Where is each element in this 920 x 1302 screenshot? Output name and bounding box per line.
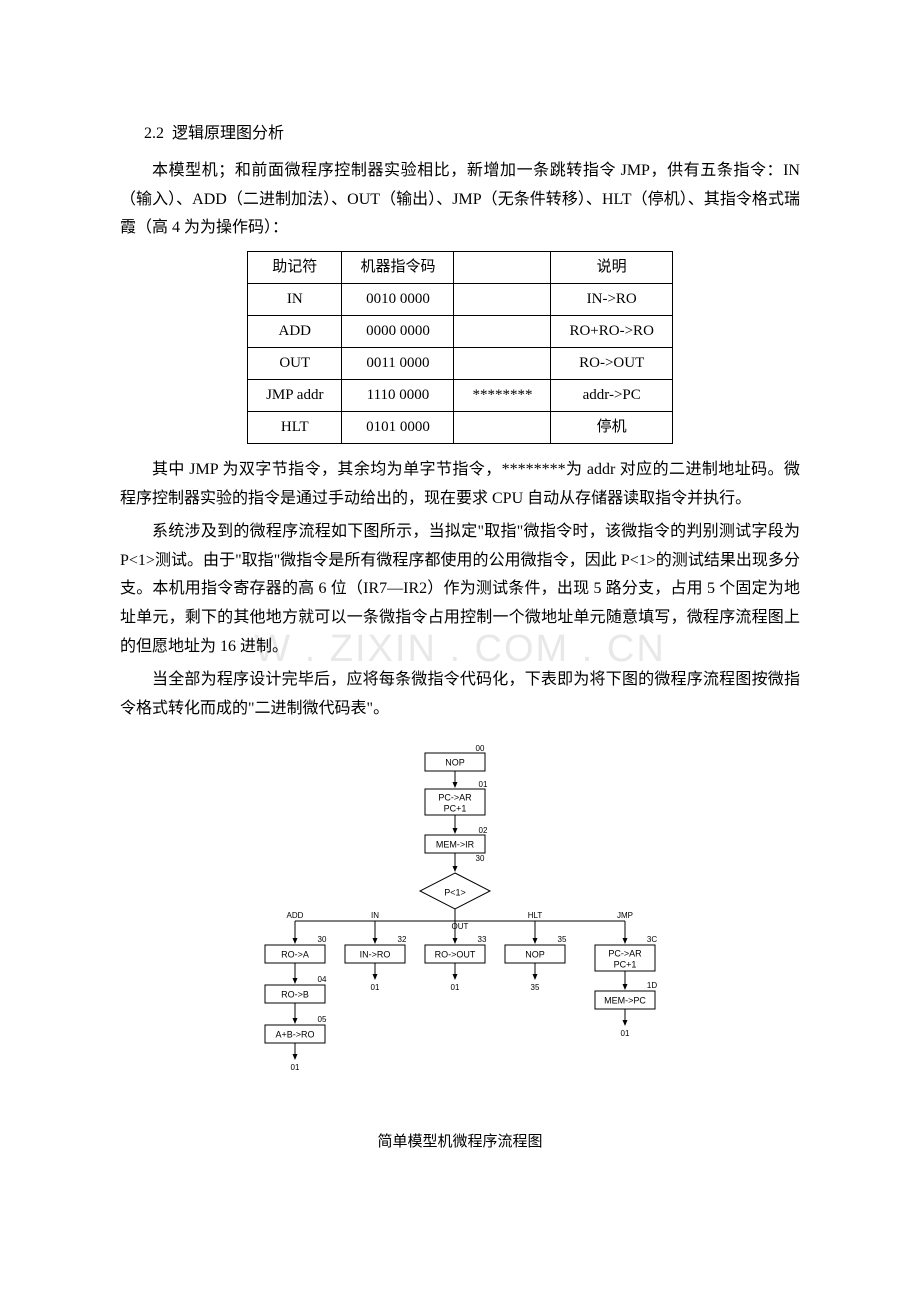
addr-label: 35: [558, 935, 567, 944]
paragraph-1: 本模型机；和前面微程序控制器实验相比，新增加一条跳转指令 JMP，供有五条指令：…: [120, 157, 800, 243]
table-cell: [454, 348, 551, 380]
branch-label: HLT: [528, 911, 543, 920]
branch-label: ADD: [287, 911, 304, 920]
table-row: ADD0000 0000 RO+RO->RO: [248, 316, 673, 348]
flow-text: PC+1: [614, 960, 637, 970]
instruction-table: 助记符 机器指令码 说明 IN0010 0000IN->ROADD0000 00…: [247, 251, 673, 444]
table-cell: 0101 0000: [342, 412, 454, 444]
table-cell: 1110 0000: [342, 380, 454, 412]
section-heading: 2.2 逻辑原理图分析: [120, 120, 800, 149]
table-cell: ********: [454, 380, 551, 412]
addr-label: 33: [478, 935, 487, 944]
table-row: JMP addr1110 0000********addr->PC: [248, 380, 673, 412]
addr-label: 01: [479, 780, 488, 789]
table-cell: [454, 284, 551, 316]
branch-label: OUT: [452, 922, 469, 931]
paragraph-4: 当全部为程序设计完毕后，应将每条微指令代码化，下表即为将下图的微程序流程图按微指…: [120, 666, 800, 724]
flowchart-caption: 简单模型机微程序流程图: [120, 1129, 800, 1156]
table-cell: addr->PC: [551, 380, 672, 412]
end-label: 01: [371, 983, 380, 992]
document-content: 2.2 逻辑原理图分析 本模型机；和前面微程序控制器实验相比，新增加一条跳转指令…: [120, 120, 800, 1156]
addr-label: 05: [318, 1015, 327, 1024]
table-header-row: 助记符 机器指令码 说明: [248, 252, 673, 284]
end-label: 35: [531, 983, 540, 992]
table-header: [454, 252, 551, 284]
flow-text: NOP: [445, 758, 465, 768]
end-label: 01: [621, 1029, 630, 1038]
section-title-text: 逻辑原理图分析: [172, 125, 284, 142]
table-header: 助记符: [248, 252, 342, 284]
addr-label: 3C: [647, 935, 657, 944]
flow-text: P<1>: [444, 888, 466, 898]
addr-label: 1D: [647, 981, 657, 990]
paragraph-2: 其中 JMP 为双字节指令，其余均为单字节指令，********为 addr 对…: [120, 456, 800, 514]
table-cell: HLT: [248, 412, 342, 444]
addr-label: 32: [398, 935, 407, 944]
table-cell: RO->OUT: [551, 348, 672, 380]
table-row: HLT0101 0000 停机: [248, 412, 673, 444]
flow-text: A+B->RO: [275, 1030, 314, 1040]
table-cell: JMP addr: [248, 380, 342, 412]
addr-label: 00: [476, 744, 485, 753]
table-cell: OUT: [248, 348, 342, 380]
table-cell: 0011 0000: [342, 348, 454, 380]
table-cell: 停机: [551, 412, 672, 444]
table-cell: IN: [248, 284, 342, 316]
flow-text: MEM->PC: [604, 996, 646, 1006]
table-header: 说明: [551, 252, 672, 284]
end-label: 01: [451, 983, 460, 992]
table-cell: ADD: [248, 316, 342, 348]
end-label: 01: [291, 1063, 300, 1072]
addr-label: 04: [318, 975, 327, 984]
table-row: OUT0011 0000 RO->OUT: [248, 348, 673, 380]
addr-label: 30: [318, 935, 327, 944]
flow-text: PC->AR: [608, 949, 642, 959]
table-cell: IN->RO: [551, 284, 672, 316]
paragraph-3: 系统涉及到的微程序流程如下图所示，当拟定"取指"微指令时，该微指令的判别测试字段…: [120, 518, 800, 662]
addr-label: 02: [479, 826, 488, 835]
table-cell: RO+RO->RO: [551, 316, 672, 348]
branch-label: JMP: [617, 911, 633, 920]
flow-text: RO->A: [281, 950, 309, 960]
section-number: 2.2: [144, 125, 164, 142]
flow-text: PC->AR: [438, 793, 472, 803]
flowchart-container: 00 NOP 01 PC->AR PC+1 02 MEM->IR 30 P<1>…: [120, 743, 800, 1156]
branch-label: IN: [371, 911, 379, 920]
table-cell: [454, 412, 551, 444]
flow-text: RO->OUT: [435, 950, 476, 960]
flow-text: MEM->IR: [436, 840, 475, 850]
flow-text: NOP: [525, 950, 545, 960]
table-row: IN0010 0000 IN->RO: [248, 284, 673, 316]
flow-text: IN->RO: [360, 950, 391, 960]
flow-text: PC+1: [444, 804, 467, 814]
flowchart-diagram: 00 NOP 01 PC->AR PC+1 02 MEM->IR 30 P<1>…: [250, 743, 670, 1123]
table-header: 机器指令码: [342, 252, 454, 284]
table-cell: [454, 316, 551, 348]
flow-text: RO->B: [281, 990, 309, 1000]
table-cell: 0000 0000: [342, 316, 454, 348]
addr-label: 30: [476, 854, 485, 863]
table-cell: 0010 0000: [342, 284, 454, 316]
